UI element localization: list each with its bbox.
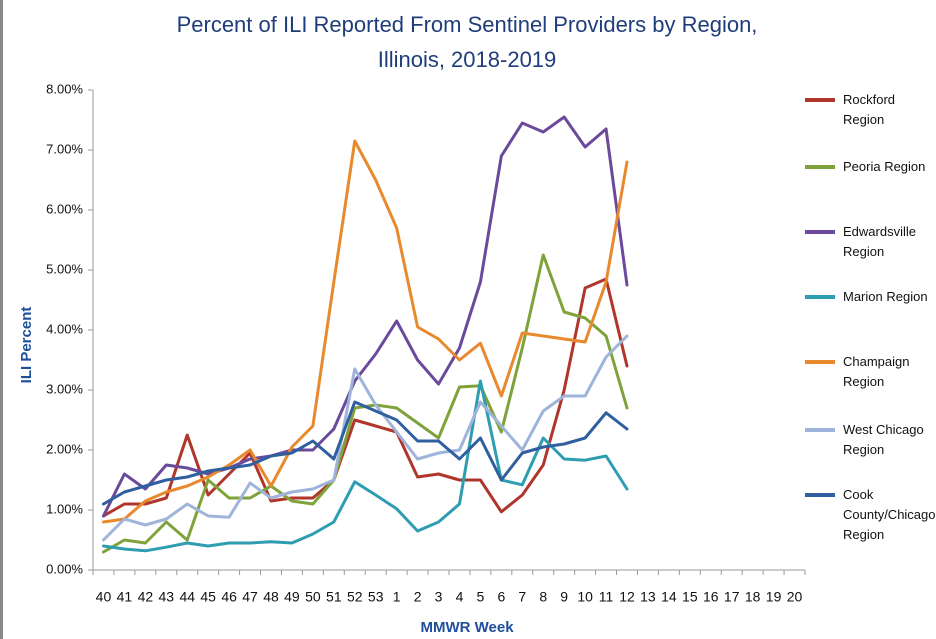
legend-swatch <box>805 295 835 299</box>
x-tick-label: 52 <box>347 589 363 605</box>
legend-item: Cook County/Chicago Region <box>805 485 936 545</box>
x-tick-label: 15 <box>682 589 698 605</box>
y-tick-label: 3.00% <box>46 381 83 396</box>
legend-swatch <box>805 360 835 364</box>
x-tick-label: 7 <box>518 589 526 605</box>
x-tick-label: 46 <box>221 589 237 605</box>
x-tick-label: 48 <box>263 589 279 605</box>
x-tick-label: 5 <box>477 589 485 605</box>
x-tick-label: 1 <box>393 589 401 605</box>
legend-label: Peoria Region <box>843 159 926 174</box>
series-line <box>101 334 629 542</box>
series-line <box>101 379 629 553</box>
legend-swatch <box>805 98 835 102</box>
y-tick-label: 1.00% <box>46 501 83 516</box>
legend-item: Peoria Region <box>805 157 936 177</box>
x-tick-label: 45 <box>200 589 216 605</box>
x-tick-label: 42 <box>138 589 154 605</box>
legend-swatch <box>805 428 835 432</box>
y-tick-label: 5.00% <box>46 261 83 276</box>
legend-item: Champaign Region <box>805 352 936 392</box>
x-tick-label: 17 <box>724 589 740 605</box>
chart-title: Illinois, 2018-2019 <box>378 47 557 72</box>
legend-item: Rockford Region <box>805 90 936 130</box>
series-line <box>101 277 629 518</box>
x-tick-label: 43 <box>159 589 175 605</box>
chart: Percent of ILI Reported From Sentinel Pr… <box>18 12 806 636</box>
x-tick-label: 41 <box>117 589 133 605</box>
x-tick-label: 13 <box>640 589 656 605</box>
series-line <box>101 115 629 518</box>
y-tick-label: 0.00% <box>46 561 83 576</box>
legend-label: Marion Region <box>843 289 928 304</box>
x-tick-label: 19 <box>766 589 782 605</box>
x-tick-label: 9 <box>560 589 568 605</box>
x-tick-label: 47 <box>242 589 258 605</box>
chart-title: Percent of ILI Reported From Sentinel Pr… <box>177 12 758 37</box>
y-tick-label: 2.00% <box>46 441 83 456</box>
legend-swatch <box>805 230 835 234</box>
y-tick-label: 7.00% <box>46 141 83 156</box>
legend-label: Cook County/Chicago Region <box>843 487 936 542</box>
x-tick-label: 44 <box>179 589 195 605</box>
x-tick-label: 20 <box>787 589 803 605</box>
x-tick-label: 2 <box>414 589 422 605</box>
x-tick-label: 3 <box>435 589 443 605</box>
legend-label: Edwardsville Region <box>843 224 916 259</box>
y-tick-label: 8.00% <box>46 81 83 96</box>
x-tick-label: 40 <box>96 589 112 605</box>
legend-item: Edwardsville Region <box>805 222 936 262</box>
x-tick-label: 16 <box>703 589 719 605</box>
x-tick-label: 12 <box>619 589 635 605</box>
x-tick-label: 11 <box>599 589 614 605</box>
y-axis-title: ILI Percent <box>18 307 35 384</box>
x-tick-label: 14 <box>661 589 677 605</box>
legend-label: Champaign Region <box>843 354 910 389</box>
legend-swatch <box>805 493 835 497</box>
x-tick-label: 18 <box>745 589 761 605</box>
x-axis-title: MMWR Week <box>420 619 514 636</box>
x-tick-label: 50 <box>305 589 321 605</box>
x-tick-label: 8 <box>539 589 547 605</box>
series-line <box>101 400 629 506</box>
x-tick-label: 6 <box>497 589 505 605</box>
y-tick-label: 4.00% <box>46 321 83 336</box>
x-tick-label: 4 <box>456 589 464 605</box>
x-tick-label: 53 <box>368 589 384 605</box>
legend-item: West Chicago Region <box>805 420 936 460</box>
legend-item: Marion Region <box>805 287 936 307</box>
series-line <box>101 139 629 524</box>
x-tick-label: 10 <box>577 589 593 605</box>
legend-label: West Chicago Region <box>843 422 924 457</box>
legend-label: Rockford Region <box>843 92 896 127</box>
x-tick-label: 51 <box>326 589 342 605</box>
legend-swatch <box>805 165 835 169</box>
x-tick-label: 49 <box>284 589 300 605</box>
y-tick-label: 6.00% <box>46 201 83 216</box>
